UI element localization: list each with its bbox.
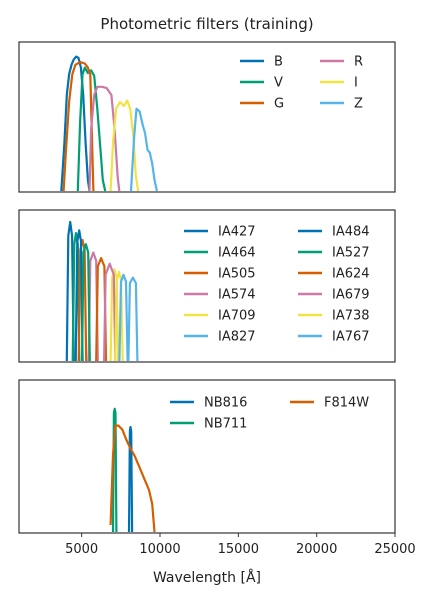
legend-item-ia679: IA679 xyxy=(298,288,370,303)
panel-narrow-band: NB816 NB711 F814W xyxy=(18,379,396,534)
legend-label: R xyxy=(354,55,363,70)
legend-label: IA484 xyxy=(332,225,370,240)
legend-label: I xyxy=(354,76,358,91)
legend-item-nb816: NB816 xyxy=(170,396,247,411)
legend: NB816 NB711 F814W xyxy=(170,396,369,432)
legend-item-nb711: NB711 xyxy=(170,417,247,432)
legend-item-ia484: IA484 xyxy=(298,225,370,240)
series-line-z xyxy=(129,107,158,192)
legend-label: IA738 xyxy=(332,309,370,324)
legend-item-ia574: IA574 xyxy=(184,288,256,303)
series-line-ia679 xyxy=(103,262,117,362)
series-line-ia827 xyxy=(127,276,139,362)
legend-label: IA527 xyxy=(332,246,370,261)
x-tick-label: 10000 xyxy=(139,542,180,557)
legend-item-ia427: IA427 xyxy=(184,225,256,240)
series-line-f814w xyxy=(109,424,156,533)
legend-label: IA427 xyxy=(218,225,256,240)
panel-intermediate-band: IA427 IA464 IA505 IA574 IA709 IA827 IA484 IA527… xyxy=(18,209,396,363)
legend-label: IA464 xyxy=(218,246,256,261)
series-line-ia767 xyxy=(118,273,129,362)
legend-label: V xyxy=(274,76,283,91)
x-tick-label: 15000 xyxy=(218,542,259,557)
legend-label: IA624 xyxy=(332,267,370,282)
x-tick-label: 5000 xyxy=(65,542,98,557)
series-lines xyxy=(109,407,156,533)
series-line-ia464 xyxy=(71,232,81,362)
legend-label: IA505 xyxy=(218,267,256,282)
panel-frame xyxy=(18,41,396,193)
series-line-ia505 xyxy=(77,238,88,362)
series-line-v xyxy=(76,66,107,192)
series-line-g xyxy=(62,61,95,192)
legend-item-ia738: IA738 xyxy=(298,309,370,324)
series-line-ia484 xyxy=(74,229,84,362)
legend-item-g: G xyxy=(240,97,284,112)
legend-item-b: B xyxy=(240,55,283,70)
legend-item-z: Z xyxy=(320,97,363,112)
chart-title: Photometric filters (training) xyxy=(100,15,313,33)
x-axis-label: Wavelength [Å] xyxy=(153,569,261,586)
series-line-ia738 xyxy=(114,270,124,362)
legend-label: IA709 xyxy=(218,309,256,324)
legend-label: G xyxy=(274,97,284,112)
legend-label: IA679 xyxy=(332,288,370,303)
legend-item-ia505: IA505 xyxy=(184,267,256,282)
legend-item-v: V xyxy=(240,76,283,91)
legend: BVG RIZ xyxy=(240,55,363,112)
panel-frame xyxy=(18,379,396,534)
legend-label: IA767 xyxy=(332,330,370,345)
legend-item-ia624: IA624 xyxy=(298,267,370,282)
series-line-ia427 xyxy=(65,220,75,362)
series-line-b xyxy=(60,55,91,192)
series-line-ia527 xyxy=(80,243,91,362)
legend-label: Z xyxy=(354,97,363,112)
panel-frame xyxy=(18,209,396,363)
x-axis: 5000 10000 15000 20000 25000 xyxy=(65,533,416,557)
legend-label: NB816 xyxy=(204,396,247,411)
legend-item-ia464: IA464 xyxy=(184,246,256,261)
legend-item-ia827: IA827 xyxy=(184,330,256,345)
legend-item-ia527: IA527 xyxy=(298,246,370,261)
x-tick-label: 20000 xyxy=(296,542,337,557)
legend-item-ia767: IA767 xyxy=(298,330,370,345)
x-tick-label: 25000 xyxy=(374,542,415,557)
series-lines xyxy=(60,55,158,192)
series-lines xyxy=(65,220,139,362)
legend-label: IA827 xyxy=(218,330,256,345)
legend-item-i: I xyxy=(320,76,358,91)
legend-label: NB711 xyxy=(204,417,247,432)
legend: IA427 IA464 IA505 IA574 IA709 IA827 IA484 IA527… xyxy=(184,225,370,345)
legend-item-ia709: IA709 xyxy=(184,309,256,324)
legend-item-r: R xyxy=(320,55,363,70)
series-line-i xyxy=(109,99,140,192)
legend-label: B xyxy=(274,55,283,70)
panel-broadband: BVG RIZ xyxy=(18,41,396,193)
series-line-nb816 xyxy=(127,425,134,533)
legend-item-f814w: F814W xyxy=(290,396,369,411)
legend-label: F814W xyxy=(324,396,369,411)
series-line-r xyxy=(88,85,121,192)
legend-label: IA574 xyxy=(218,288,256,303)
